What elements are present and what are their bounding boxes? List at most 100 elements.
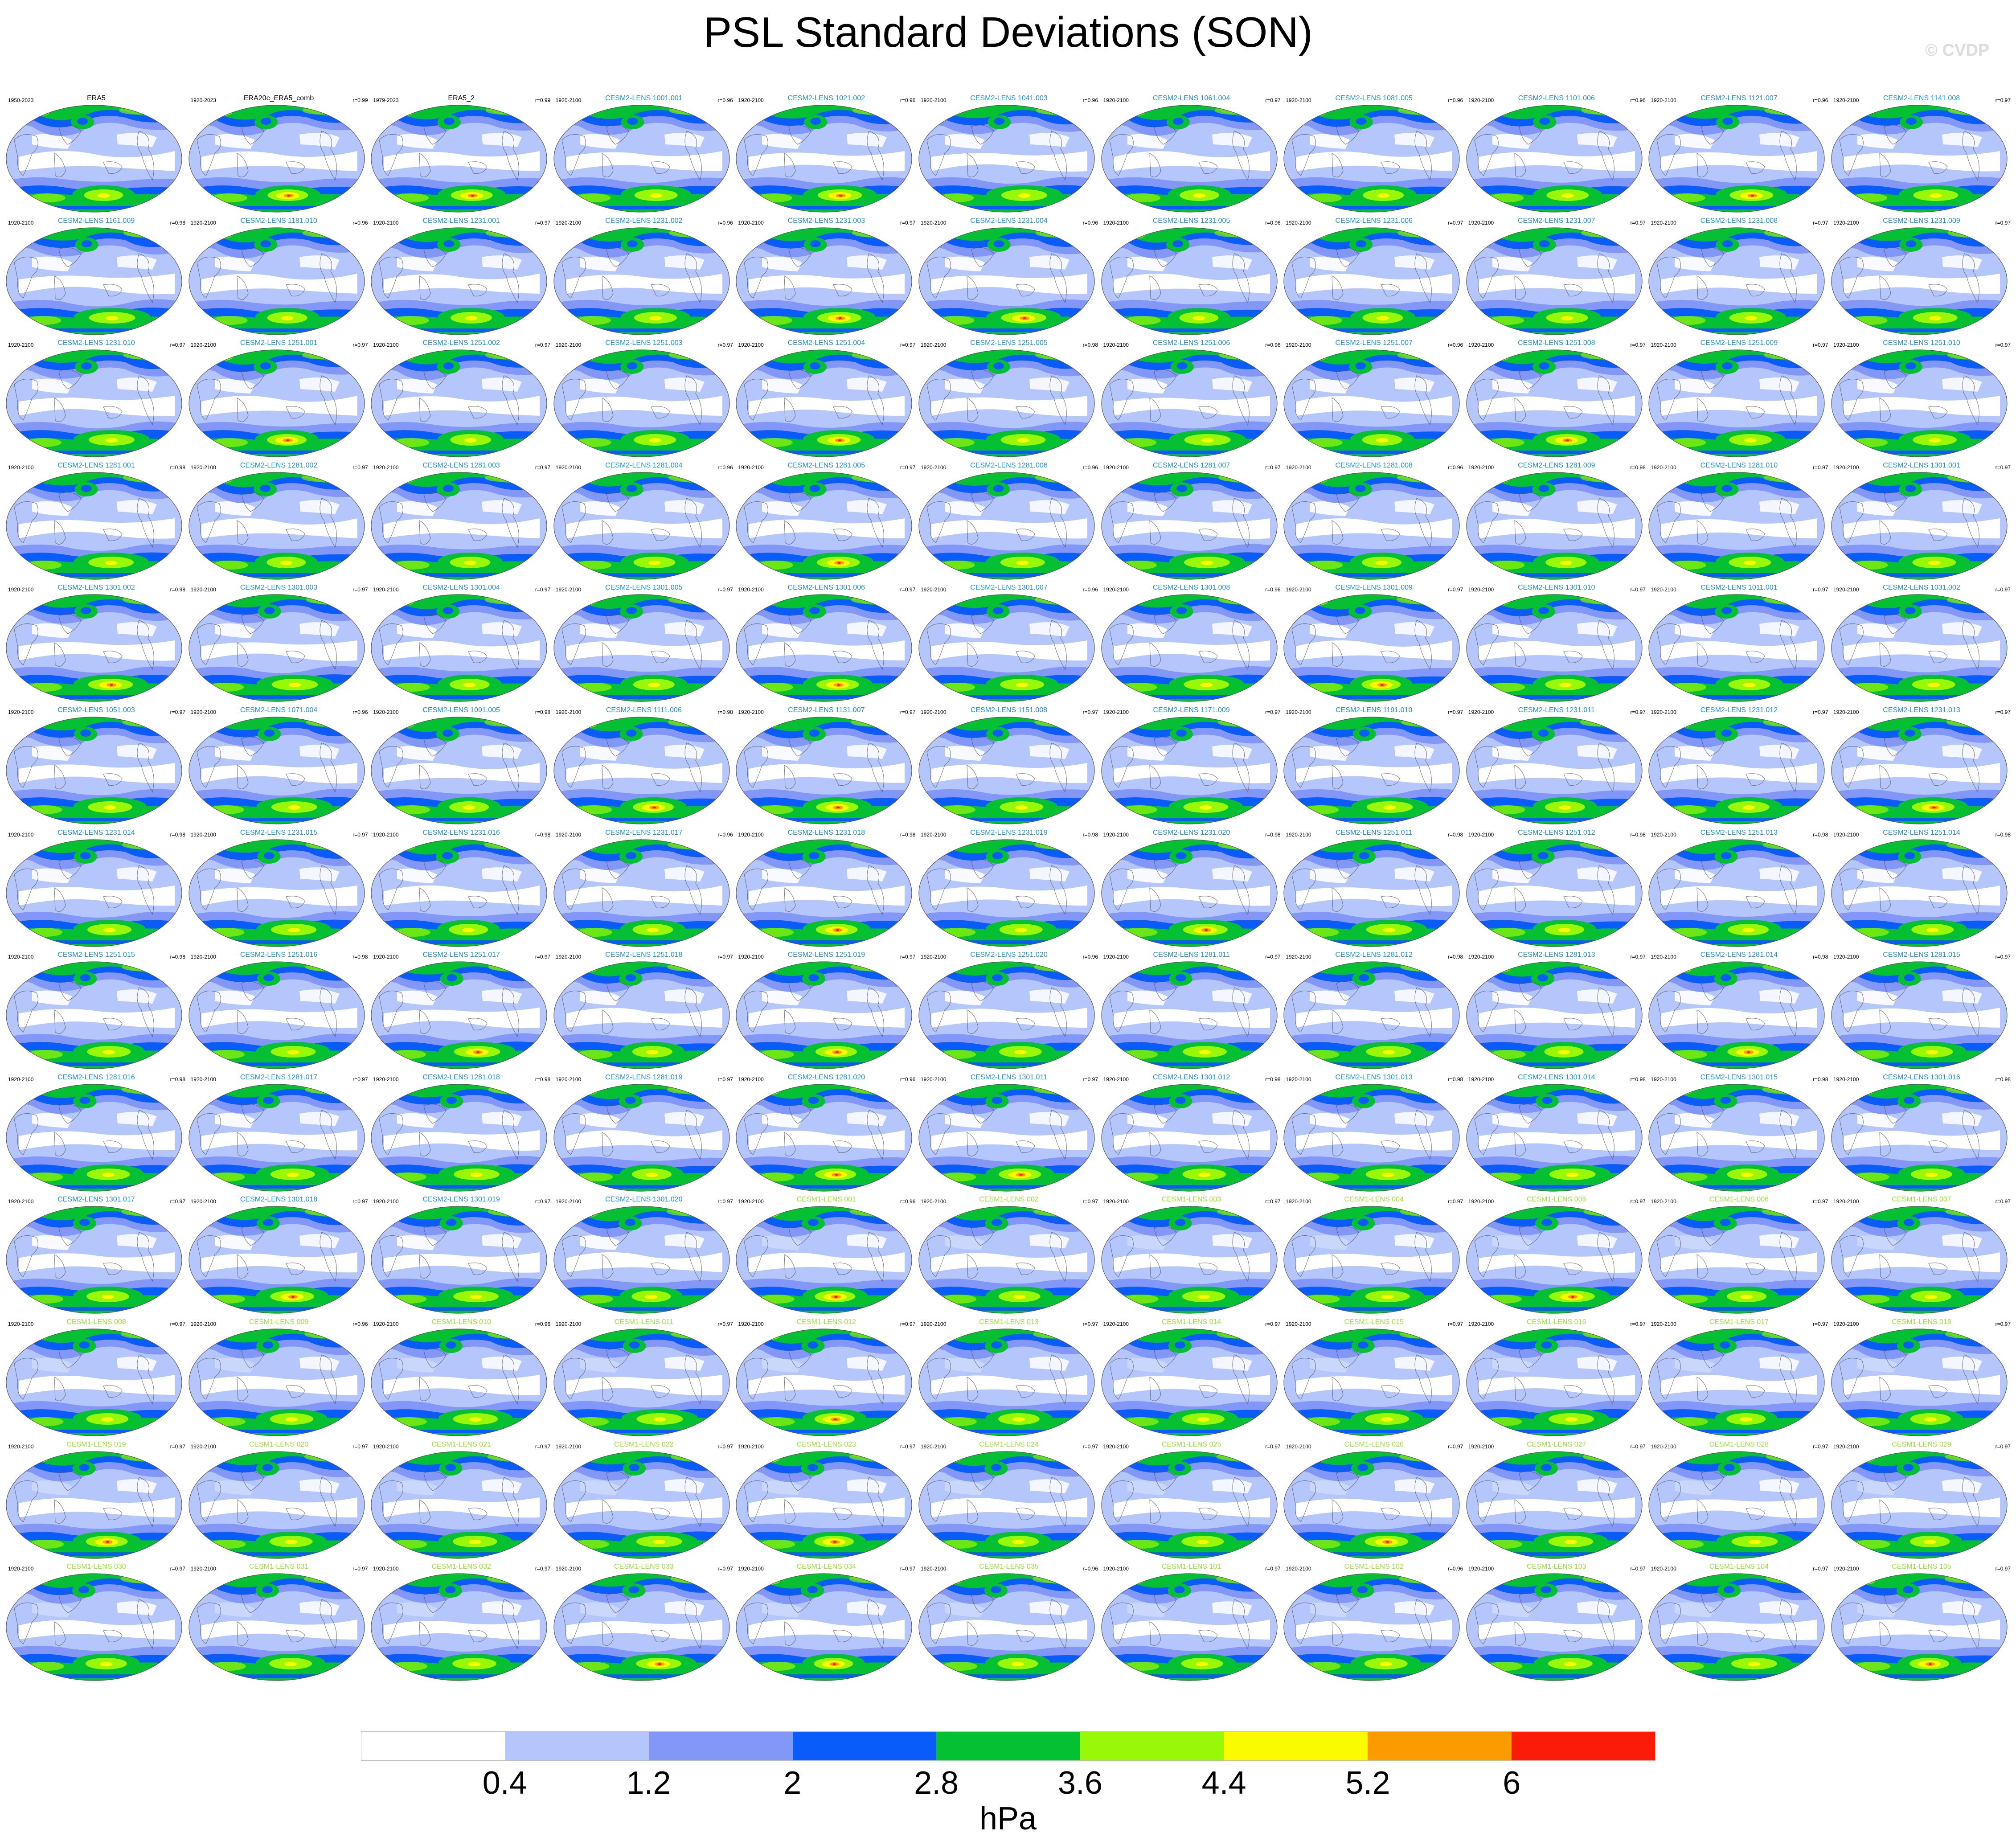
panel-name: CESM2-LENS 1141.008: [1883, 94, 1960, 102]
map-panel: 1920-2023 ERA20c_ERA5_comb r=0.99: [188, 94, 370, 215]
map-panel: 1920-2100 CESM2-LENS 1281.004 r=0.96: [553, 462, 735, 582]
panel-period: 1920-2100: [921, 219, 947, 226]
panel-period: 1950-2023: [8, 97, 34, 103]
panel-map: [1648, 1328, 1825, 1436]
panel-name: CESM2-LENS 1301.017: [57, 1196, 135, 1204]
panel-map: [1101, 594, 1278, 702]
panel-name: CESM2-LENS 1231.020: [1152, 828, 1230, 836]
panel-period: 1920-2100: [738, 954, 764, 960]
map-panel: 1920-2100 CESM2-LENS 1231.011 r=0.97: [1466, 706, 1647, 827]
panel-name: CESM2-LENS 1111.006: [606, 706, 682, 714]
panel-pattern-correlation: r=0.97: [1995, 709, 2011, 715]
panel-map: [1831, 594, 2008, 702]
panel-pattern-correlation: r=0.97: [170, 1566, 185, 1572]
panel-pattern-correlation: r=0.97: [1447, 219, 1463, 226]
panel-map: [1831, 1328, 2008, 1436]
panel-map: [1283, 1206, 1460, 1314]
map-panel: 1920-2100 CESM2-LENS 1301.012 r=0.98: [1101, 1074, 1283, 1194]
panel-period: 1920-2100: [1468, 1198, 1494, 1205]
panel-period: 1920-2100: [1286, 1321, 1311, 1327]
panel-map: [553, 717, 730, 824]
map-panel: 1920-2100 CESM1-LENS 026 r=0.97: [1283, 1441, 1465, 1561]
panel-map: [1101, 1206, 1278, 1314]
panel-pattern-correlation: r=0.97: [717, 1566, 733, 1572]
panel-name: CESM1-LENS 015: [1344, 1318, 1404, 1326]
panel-pattern-correlation: r=0.97: [1995, 1198, 2011, 1205]
map-panel: 1920-2100 CESM1-LENS 021 r=0.97: [370, 1441, 552, 1561]
panel-map: [1101, 227, 1278, 335]
map-panel: 1920-2100 CESM2-LENS 1131.007 r=0.97: [735, 706, 917, 827]
colorbar-box: [1367, 1732, 1512, 1760]
panel-period: 1920-2100: [190, 1076, 216, 1082]
panel-period: 1920-2100: [1651, 464, 1676, 471]
map-panel: 1920-2100 CESM2-LENS 1301.010 r=0.97: [1466, 584, 1647, 704]
colorbar-tick-label: 6: [1503, 1765, 1521, 1801]
panel-period: 1920-2100: [1833, 342, 1859, 348]
colorbar-tick-label: 3.6: [1057, 1765, 1102, 1801]
panel-period: 1920-2100: [1286, 464, 1311, 471]
panel-name: CESM1-LENS 032: [431, 1563, 491, 1571]
map-panel: 1920-2100 CESM2-LENS 1021.002 r=0.96: [735, 94, 917, 215]
panel-map: [1831, 717, 2008, 824]
panel-period: 1920-2100: [1286, 586, 1311, 593]
panel-pattern-correlation: r=0.97: [1630, 586, 1646, 593]
panel-period: 1920-2100: [1103, 586, 1129, 593]
panel-name: CESM2-LENS 1251.012: [1518, 828, 1595, 836]
panel-period: 1920-2100: [373, 464, 399, 471]
panel-name: CESM2-LENS 1301.018: [240, 1196, 318, 1204]
map-panel: 1920-2100 CESM1-LENS 032 r=0.97: [370, 1563, 552, 1683]
panel-period: 1920-2100: [190, 831, 216, 838]
panel-period: 1920-2100: [373, 342, 399, 348]
panel-map: [6, 349, 182, 457]
panel-period: 1920-2100: [555, 586, 582, 593]
panel-pattern-correlation: r=0.98: [1813, 1076, 1828, 1082]
panel-name: CESM1-LENS 029: [1892, 1440, 1951, 1448]
panel-pattern-correlation: r=0.96: [900, 97, 916, 103]
panel-name: CESM2-LENS 1301.011: [970, 1073, 1048, 1081]
map-panel: 1920-2100 CESM2-LENS 1251.015 r=0.98: [5, 951, 187, 1071]
panel-map: [736, 961, 912, 1069]
map-panel: 1920-2100 CESM2-LENS 1031.002 r=0.97: [1831, 584, 2012, 704]
panel-map: [918, 349, 1095, 457]
panel-pattern-correlation: r=0.98: [535, 1076, 551, 1082]
panel-name: CESM1-LENS 105: [1892, 1563, 1951, 1571]
panel-name: CESM2-LENS 1301.003: [240, 584, 318, 592]
panel-pattern-correlation: r=0.97: [1995, 1443, 2011, 1450]
panel-pattern-correlation: r=0.97: [1995, 1321, 2011, 1327]
panel-pattern-correlation: r=0.97: [1813, 342, 1828, 348]
panel-period: 1920-2100: [1651, 219, 1676, 226]
panel-period: 1920-2100: [555, 954, 582, 960]
panel-pattern-correlation: r=0.97: [170, 1443, 185, 1450]
panel-map: [1466, 1206, 1643, 1314]
panel-name: CESM2-LENS 1081.005: [1335, 94, 1413, 102]
panel-name: CESM2-LENS 1281.013: [1518, 951, 1595, 959]
panel-name: CESM1-LENS 033: [614, 1563, 674, 1571]
panel-pattern-correlation: r=0.96: [352, 709, 368, 715]
panel-name: CESM1-LENS 008: [66, 1318, 126, 1326]
panel-map: [371, 349, 547, 457]
panel-map: [918, 1328, 1095, 1436]
panel-map: [1831, 472, 2008, 580]
panel-name: CESM2-LENS 1231.005: [1152, 217, 1230, 225]
panel-map: [1283, 839, 1460, 947]
panel-name: CESM2-LENS 1251.001: [240, 339, 318, 347]
panel-name: CESM2-LENS 1231.010: [57, 339, 135, 347]
map-panel: 1920-2100 CESM1-LENS 009 r=0.96: [188, 1318, 370, 1439]
panel-period: 1920-2100: [738, 1076, 764, 1082]
panel-name: CESM2-LENS 1301.004: [422, 584, 500, 592]
panel-name: CESM1-LENS 016: [1527, 1318, 1586, 1326]
panel-map: [1831, 227, 2008, 335]
panel-map: [1648, 1084, 1825, 1192]
panel-name: CESM1-LENS 025: [1161, 1440, 1221, 1448]
panel-map: [1648, 1573, 1825, 1681]
map-panel: 1920-2100 CESM2-LENS 1251.017 r=0.97: [370, 951, 552, 1071]
panel-period: 1920-2100: [738, 1321, 764, 1327]
panel-period: 1920-2100: [1103, 464, 1129, 471]
panel-pattern-correlation: r=0.99: [535, 97, 551, 103]
panel-map: [553, 961, 730, 1069]
panel-map: [736, 839, 912, 947]
panel-pattern-correlation: r=0.97: [535, 1198, 551, 1205]
panel-map: [371, 227, 547, 335]
panel-period: 1920-2100: [190, 1566, 216, 1572]
panel-map: [736, 227, 912, 335]
